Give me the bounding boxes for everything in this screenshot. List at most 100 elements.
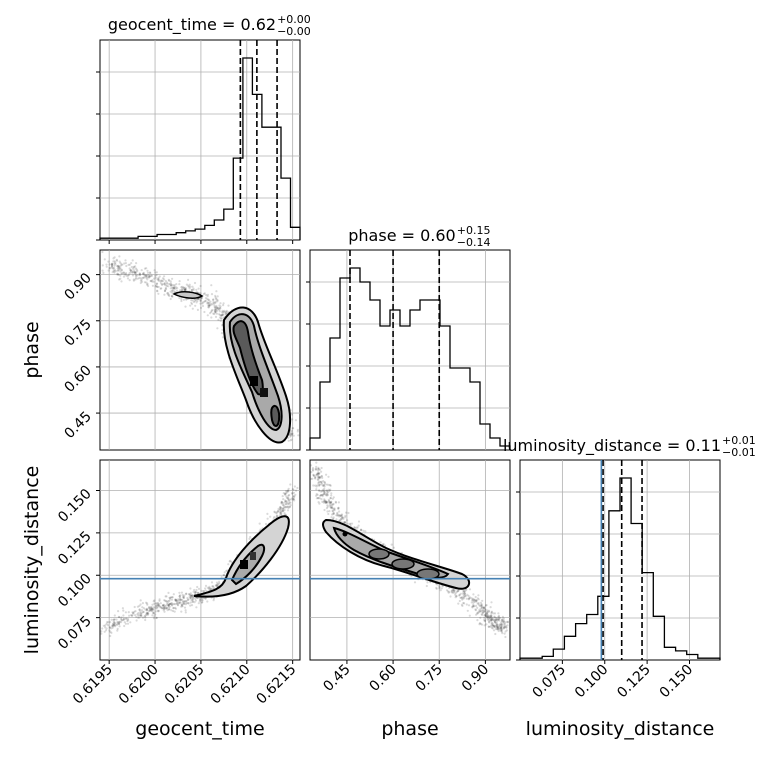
sample-point bbox=[143, 273, 146, 276]
sample-point bbox=[172, 288, 175, 291]
sample-point bbox=[157, 278, 160, 281]
sample-point bbox=[175, 599, 178, 602]
sample-point bbox=[317, 481, 320, 484]
sample-point bbox=[201, 302, 204, 305]
sample-point bbox=[458, 599, 461, 603]
sample-point bbox=[494, 618, 497, 621]
sample-point bbox=[505, 629, 508, 632]
sample-point bbox=[166, 609, 169, 612]
sample-point bbox=[465, 597, 468, 600]
sample-point bbox=[112, 622, 115, 626]
sample-point bbox=[317, 472, 320, 475]
sample-point bbox=[156, 601, 160, 605]
sample-point bbox=[217, 582, 220, 585]
sample-point bbox=[169, 602, 172, 606]
sample-point bbox=[503, 623, 506, 627]
sample-point bbox=[318, 494, 322, 497]
sample-point bbox=[214, 301, 217, 304]
sample-point bbox=[156, 285, 159, 288]
sample-point bbox=[481, 611, 485, 614]
sample-point bbox=[133, 272, 136, 275]
labels-layer: geocent_time phase luminosity_distancephas… bbox=[21, 13, 756, 740]
sample-point bbox=[494, 620, 497, 624]
sample-point bbox=[149, 279, 152, 283]
sample-point bbox=[116, 264, 119, 268]
sample-point bbox=[162, 609, 165, 612]
sample-point bbox=[109, 621, 112, 624]
sample-point bbox=[215, 298, 218, 301]
sample-point bbox=[287, 439, 290, 442]
sample-point bbox=[150, 609, 153, 612]
sample-point bbox=[219, 313, 222, 317]
sample-point bbox=[200, 589, 203, 593]
sample-point bbox=[222, 311, 225, 314]
sample-point bbox=[189, 593, 192, 597]
sample-point bbox=[277, 509, 280, 512]
sample-point bbox=[112, 257, 115, 260]
sample-point bbox=[499, 626, 502, 629]
sample-point bbox=[462, 595, 465, 598]
sample-point bbox=[287, 499, 290, 502]
sample-point bbox=[496, 625, 499, 629]
sample-point bbox=[117, 615, 120, 619]
sample-point bbox=[145, 267, 148, 270]
sample-point bbox=[315, 474, 318, 477]
sample-point bbox=[492, 629, 496, 632]
sample-point bbox=[293, 495, 296, 498]
sample-point bbox=[102, 624, 105, 627]
sample-point bbox=[104, 629, 108, 632]
sample-point bbox=[176, 604, 180, 607]
sample-point bbox=[316, 484, 319, 487]
sample-point bbox=[481, 599, 484, 602]
sample-point bbox=[463, 592, 466, 595]
sample-point bbox=[465, 588, 468, 591]
sample-point bbox=[163, 282, 166, 285]
sample-point bbox=[491, 618, 494, 622]
sample-point bbox=[163, 606, 166, 609]
sample-point bbox=[115, 623, 118, 627]
sample-point bbox=[293, 499, 296, 502]
sample-point bbox=[476, 619, 479, 622]
sample-point bbox=[280, 501, 283, 504]
sample-point bbox=[108, 263, 111, 266]
panel-frame bbox=[99, 459, 301, 661]
sample-point bbox=[317, 476, 320, 479]
sample-point bbox=[249, 535, 252, 539]
sample-point bbox=[471, 597, 474, 600]
sample-point bbox=[330, 507, 333, 510]
sample-point bbox=[163, 610, 166, 613]
sample-point bbox=[167, 293, 170, 296]
sample-point bbox=[217, 307, 221, 310]
sample-point bbox=[116, 620, 119, 624]
sample-point bbox=[460, 603, 463, 606]
sample-point bbox=[179, 598, 182, 601]
sample-point bbox=[204, 584, 208, 588]
sample-point bbox=[214, 311, 217, 314]
sample-point bbox=[221, 309, 224, 312]
sample-point bbox=[501, 619, 504, 622]
sample-point bbox=[326, 504, 329, 507]
sample-point bbox=[465, 603, 468, 606]
sample-point bbox=[113, 260, 116, 263]
sample-point bbox=[190, 302, 194, 306]
sample-point bbox=[196, 591, 199, 594]
sample-point bbox=[124, 259, 127, 262]
sample-point bbox=[499, 624, 502, 627]
sample-point bbox=[341, 516, 344, 519]
sample-point bbox=[291, 491, 294, 495]
sample-point bbox=[163, 289, 166, 293]
sample-point bbox=[172, 286, 176, 290]
sample-point bbox=[278, 514, 281, 517]
sample-point bbox=[471, 605, 474, 608]
sample-point bbox=[191, 285, 194, 288]
sample-point bbox=[329, 488, 332, 491]
sample-point bbox=[112, 620, 115, 624]
sample-point bbox=[500, 621, 503, 624]
sample-point bbox=[287, 487, 290, 490]
sample-point bbox=[334, 500, 337, 503]
sample-point bbox=[166, 282, 169, 285]
sample-point bbox=[177, 598, 180, 601]
sample-point bbox=[349, 522, 352, 525]
sample-point bbox=[197, 591, 200, 595]
panel-frame bbox=[519, 459, 721, 661]
